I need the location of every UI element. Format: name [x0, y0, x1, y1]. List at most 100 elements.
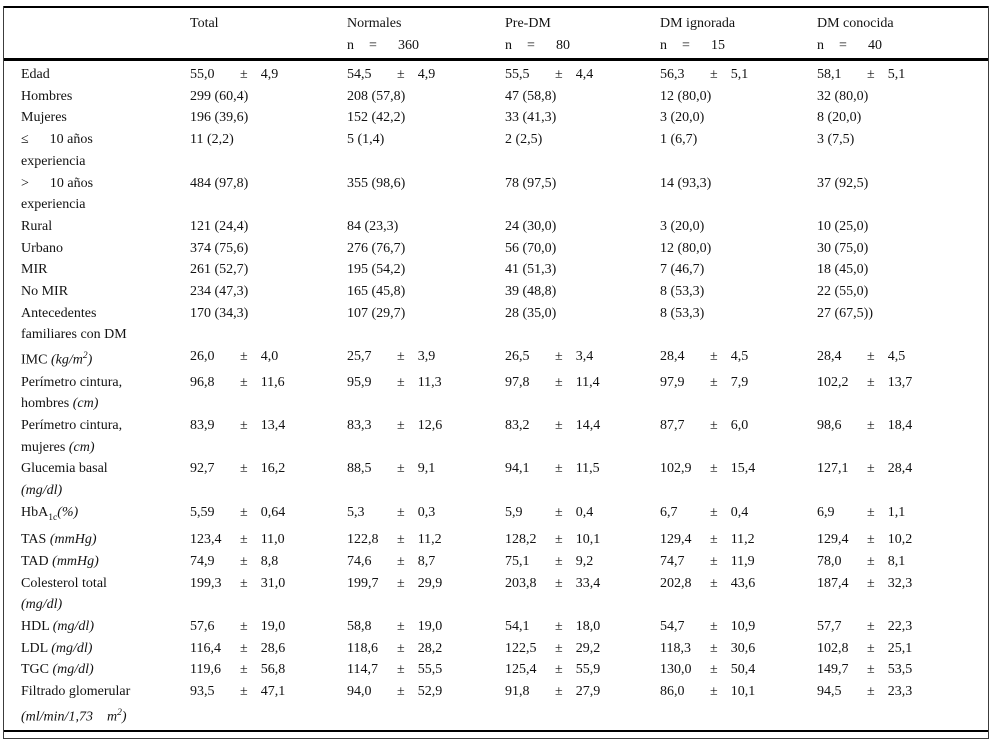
data-cell: 25,7 ±3,9 — [347, 346, 505, 371]
row-label: Urbano — [4, 238, 190, 260]
sd-value: 28,6 — [260, 640, 286, 656]
plus-minus-sign: ± — [710, 67, 718, 82]
data-cell: 55,0 ±4,9 — [190, 60, 347, 86]
sd-value: 0,3 — [417, 504, 436, 520]
plus-minus-sign: ± — [710, 684, 718, 700]
count-cell: 18 (45,0) — [817, 262, 869, 278]
data-cell: 57,7 ±22,3 — [817, 616, 988, 638]
mean-value: 57,7 — [817, 619, 842, 635]
plus-minus-sign: ± — [710, 374, 718, 390]
mean-value: 127,1 — [817, 461, 849, 477]
plus-minus-sign: ± — [555, 504, 563, 520]
data-cell: 123,4 ±11,0 — [190, 529, 347, 551]
n-prefix: n — [817, 37, 824, 53]
data-cell: 199,7 ±29,9 — [347, 573, 505, 616]
label-segment: TAS — [21, 532, 50, 548]
plus-minus-sign: ± — [397, 553, 405, 569]
plus-minus-sign: ± — [710, 417, 718, 433]
plus-minus-sign: ± — [397, 417, 405, 433]
plus-minus-sign: ± — [867, 662, 875, 678]
count-cell: 8 (53,3) — [660, 305, 705, 321]
equals-sign: = — [527, 37, 535, 53]
mean-value: 55,5 — [505, 67, 530, 82]
data-cell: 83,9 ±13,4 — [190, 415, 347, 458]
sd-value: 0,4 — [575, 504, 594, 520]
plus-minus-sign: ± — [867, 504, 875, 520]
data-cell: 92,7 ±16,2 — [190, 458, 347, 501]
plus-minus-sign: ± — [555, 684, 563, 700]
data-cell: 118,3 ±30,6 — [660, 638, 817, 660]
plus-minus-sign: ± — [710, 640, 718, 656]
data-cell: 74,9 ±8,8 — [190, 551, 347, 573]
row-label: MIR — [4, 259, 190, 281]
mean-value: 102,8 — [817, 640, 849, 656]
sd-value: 23,3 — [887, 684, 913, 700]
plus-minus-sign: ± — [240, 662, 248, 678]
row-label: TGC (mg/dl) — [4, 659, 190, 681]
sd-value: 19,0 — [417, 619, 443, 635]
mean-value: 125,4 — [505, 662, 537, 678]
row-label-line: (mg/dl) — [21, 594, 190, 616]
data-cell: 56,3 ±5,1 — [660, 60, 817, 86]
data-cell: 26,5 ±3,4 — [505, 346, 660, 371]
count-cell: 374 (75,6) — [190, 240, 249, 256]
mean-value: 5,3 — [347, 504, 365, 520]
row-label: Rural — [4, 216, 190, 238]
column-title: DM ignorada — [660, 16, 736, 31]
plus-minus-sign: ± — [867, 461, 875, 477]
sd-value: 4,9 — [260, 67, 279, 82]
mean-value: 54,7 — [660, 619, 685, 635]
row-label-line: (mg/dl) — [21, 480, 190, 502]
row-label: No MIR — [4, 281, 190, 303]
count-cell: 107 (29,7) — [347, 305, 406, 321]
n-value: 15 — [711, 37, 725, 53]
sd-value: 4,0 — [260, 349, 279, 365]
sd-value: 13,4 — [260, 417, 286, 433]
column-header: DM ignorada n = 15 — [660, 7, 817, 61]
plus-minus-sign: ± — [555, 461, 563, 477]
data-cell: 129,4 ±11,2 — [660, 529, 817, 551]
sd-value: 22,3 — [887, 619, 913, 635]
row-label-line: HDL (mg/dl) — [21, 616, 190, 638]
mean-value: 97,9 — [660, 374, 685, 390]
header-row: Total Normales n = 360 Pre-DM n = 80 DM ignorada n… — [4, 7, 988, 61]
plus-minus-sign: ± — [397, 504, 405, 520]
sd-value: 15,4 — [730, 461, 756, 477]
mean-value: 6,9 — [817, 504, 835, 520]
sd-value: 25,1 — [887, 640, 913, 656]
sd-value: 55,9 — [575, 662, 601, 678]
plus-minus-sign: ± — [867, 374, 875, 390]
column-header: Pre-DM n = 80 — [505, 7, 660, 61]
n-prefix: n — [347, 37, 354, 53]
mean-value: 102,2 — [817, 374, 849, 390]
plus-minus-sign: ± — [397, 532, 405, 548]
mean-value: 25,7 — [347, 349, 372, 365]
mean-value: 55,0 — [190, 67, 215, 82]
plus-minus-sign: ± — [397, 374, 405, 390]
row-label-line: Rural — [21, 218, 53, 234]
sd-value: 29,2 — [575, 640, 601, 656]
data-cell: 57,6 ±19,0 — [190, 616, 347, 638]
sd-value: 18,0 — [575, 619, 601, 635]
plus-minus-sign: ± — [240, 684, 248, 700]
table-row: > 10 años experiencia 484 (97,8) 355 (98,6)… — [4, 173, 988, 216]
table-row: TAS (mmHg) 123,4 ±11,0 122,8 ±11,2 128,2 ±10,1… — [4, 529, 988, 551]
data-cell: 78,0 ±8,1 — [817, 551, 988, 573]
table-row: MIR 261 (52,7) 195 (54,2) 41 (51,3) 7 (46,7)… — [4, 259, 988, 281]
sd-value: 9,1 — [417, 461, 436, 477]
sd-value: 5,1 — [730, 67, 749, 82]
row-label: Mujeres — [4, 107, 190, 129]
row-label-line: Urbano — [21, 240, 63, 256]
row-label: Colesterol total (mg/dl) — [4, 573, 190, 616]
count-cell: 39 (48,8) — [505, 284, 557, 300]
sd-value: 8,7 — [417, 553, 436, 569]
sd-value: 4,9 — [417, 67, 436, 82]
row-label-line: > 10 años — [21, 175, 94, 191]
table-row: IMC (kg/m2) 26,0 ±4,0 25,7 ±3,9 26,5 ±3,4 28,4 ±… — [4, 346, 988, 371]
n-value: 360 — [398, 37, 419, 53]
data-cell: 129,4 ±10,2 — [817, 529, 988, 551]
table-row: Mujeres 196 (39,6) 152 (42,2) 33 (41,3) 3 (2… — [4, 107, 988, 129]
sd-value: 19,0 — [260, 619, 286, 635]
mean-value: 95,9 — [347, 374, 372, 390]
label-segment: (mg/dl) — [21, 597, 63, 613]
